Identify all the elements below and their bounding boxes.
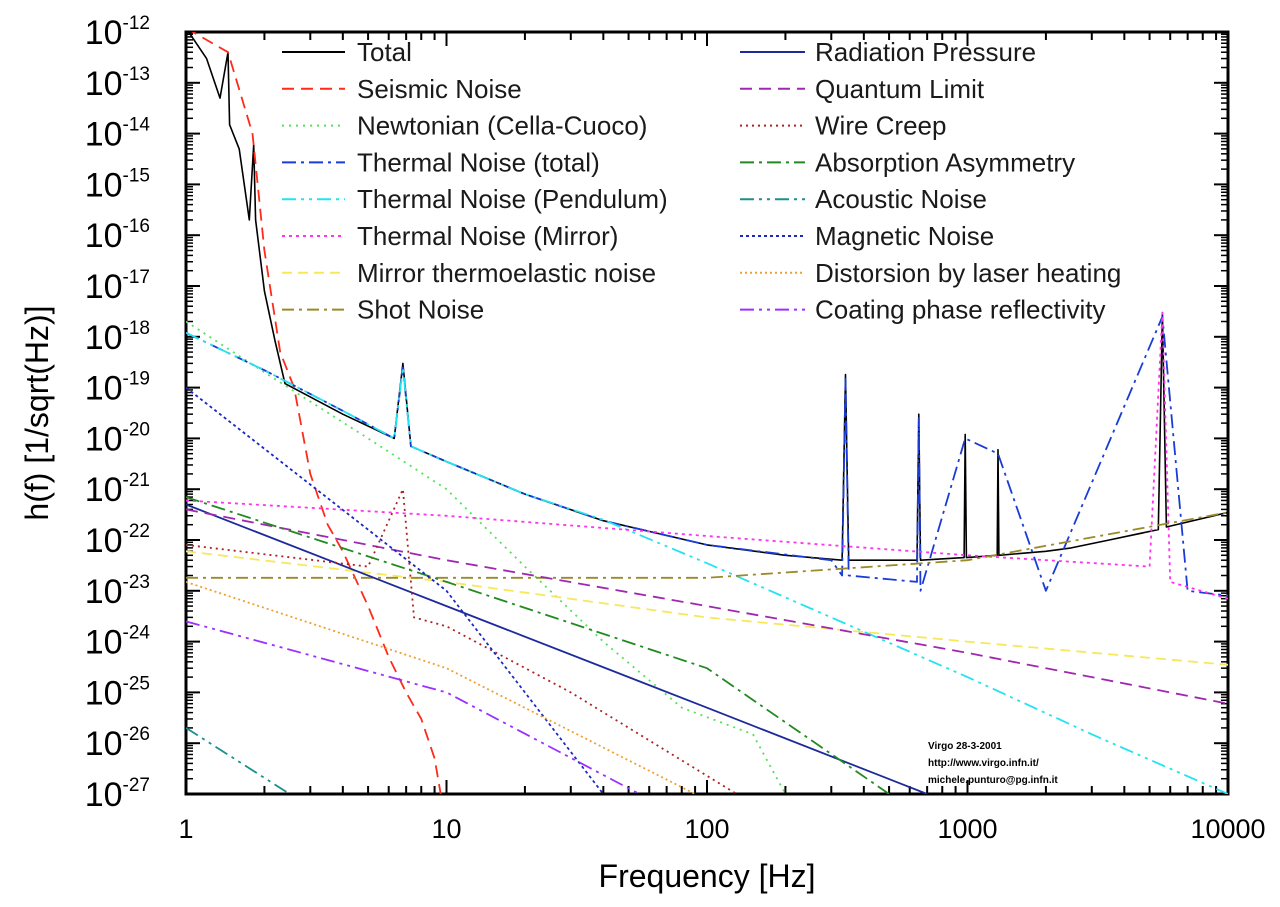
- series-absorption-asymmetry: [186, 496, 890, 794]
- y-tick-label: 10-23: [85, 572, 150, 611]
- y-tick-labels: 10-12 10-13 10-14 10-15 10-16 10-17 10-18 10-19…: [85, 13, 151, 814]
- series-thermal-noise-mirror: [186, 311, 1228, 600]
- y-tick-label: 10-27: [85, 775, 150, 814]
- x-tick-label: 10: [431, 814, 461, 844]
- y-tick-label: 10-19: [85, 369, 150, 408]
- legend-label: Seismic Noise: [357, 74, 522, 104]
- y-tick-label: 10-20: [85, 419, 150, 458]
- series-distorsion-by-laser-heating: [186, 581, 696, 794]
- legend-entry: Seismic Noise: [282, 74, 522, 104]
- series-coating-phase-reflectivity: [186, 620, 640, 794]
- legend-label: Absorption Asymmetry: [815, 147, 1075, 177]
- y-tick-label: 10-25: [85, 673, 150, 712]
- legend-label: Thermal Noise (total): [357, 147, 600, 177]
- annotation-line: Virgo 28-3-2001: [928, 741, 1002, 752]
- legend-label: Newtonian (Cella-Cuoco): [357, 111, 647, 141]
- series-magnetic-noise: [186, 386, 605, 794]
- x-tick-label: 10000: [1190, 814, 1265, 844]
- legend-label: Thermal Noise (Pendulum): [357, 184, 668, 214]
- annotation-line: http://www.virgo.infn.it/: [928, 758, 1039, 769]
- legend-label: Radiation Pressure: [815, 37, 1036, 67]
- legend-entry: Quantum Limit: [740, 74, 985, 104]
- legend-label: Magnetic Noise: [815, 221, 994, 251]
- y-tick-label: 10-26: [85, 724, 150, 763]
- series-wire-creep: [186, 488, 738, 794]
- annotation-line: michele.punturo@pg.infn.it: [928, 775, 1058, 786]
- series-mirror-thermoelastic-noise: [186, 550, 1228, 666]
- legend-entry: Thermal Noise (Pendulum): [282, 184, 668, 214]
- x-tick-label: 1000: [937, 814, 997, 844]
- y-tick-label: 10-14: [85, 115, 151, 154]
- x-tick-label: 100: [684, 814, 729, 844]
- legend-entry: Thermal Noise (Mirror): [282, 221, 618, 251]
- legend-label: Shot Noise: [357, 295, 484, 325]
- legend: Total Seismic Noise Newtonian (Cella-Cuoco…: [282, 37, 1121, 325]
- legend-label: Quantum Limit: [815, 74, 985, 104]
- legend-entry: Total: [282, 37, 412, 67]
- legend-entry: Acoustic Noise: [740, 184, 987, 214]
- legend-entry: Absorption Asymmetry: [740, 147, 1075, 177]
- legend-label: Mirror thermoelastic noise: [357, 258, 656, 288]
- legend-label: Coating phase reflectivity: [815, 295, 1105, 325]
- y-tick-label: 10-17: [85, 267, 150, 306]
- y-tick-label: 10-16: [85, 216, 150, 255]
- legend-entry: Thermal Noise (total): [282, 147, 600, 177]
- annotation: Virgo 28-3-2001 http://www.virgo.infn.it/…: [928, 741, 1058, 786]
- y-tick-label: 10-13: [85, 64, 150, 103]
- y-tick-label: 10-22: [85, 521, 150, 560]
- legend-label: Distorsion by laser heating: [815, 258, 1121, 288]
- series-newtonian-cella-cuoco: [186, 320, 787, 794]
- series-radiation-pressure: [186, 503, 928, 794]
- legend-label: Thermal Noise (Mirror): [357, 221, 618, 251]
- legend-label: Total: [357, 37, 412, 67]
- x-tick-labels: 1 10 100 1000 10000: [178, 814, 1265, 844]
- legend-entry: Wire Creep: [740, 111, 946, 141]
- legend-entry: Coating phase reflectivity: [740, 295, 1105, 325]
- x-tick-label: 1: [178, 814, 193, 844]
- y-tick-label: 10-18: [85, 318, 150, 357]
- axis-ticks: [185, 31, 1229, 795]
- legend-label: Wire Creep: [815, 111, 946, 141]
- series-shot-noise: [186, 511, 1228, 579]
- legend-entry: Radiation Pressure: [740, 37, 1036, 67]
- legend-label: Acoustic Noise: [815, 184, 987, 214]
- y-tick-label: 10-21: [85, 470, 150, 509]
- series-layer: [186, 32, 1228, 794]
- y-tick-label: 10-15: [85, 165, 150, 204]
- series-seismic-noise: [191, 32, 442, 794]
- series-acoustic-noise: [186, 727, 291, 794]
- y-tick-label: 10-24: [85, 623, 151, 662]
- legend-entry: Newtonian (Cella-Cuoco): [282, 111, 647, 141]
- legend-entry: Distorsion by laser heating: [740, 258, 1121, 288]
- x-axis-label: Frequency [Hz]: [599, 858, 816, 894]
- legend-entry: Shot Noise: [282, 295, 484, 325]
- y-tick-label: 10-12: [85, 13, 150, 52]
- plot-frame: [184, 30, 1230, 796]
- y-axis-label: h(f) [1/sqrt(Hz)]: [19, 305, 55, 520]
- legend-entry: Magnetic Noise: [740, 221, 994, 251]
- series-thermal-noise-pendulum: [186, 331, 1228, 794]
- legend-entry: Mirror thermoelastic noise: [282, 258, 656, 288]
- series-quantum-limit: [186, 508, 1228, 705]
